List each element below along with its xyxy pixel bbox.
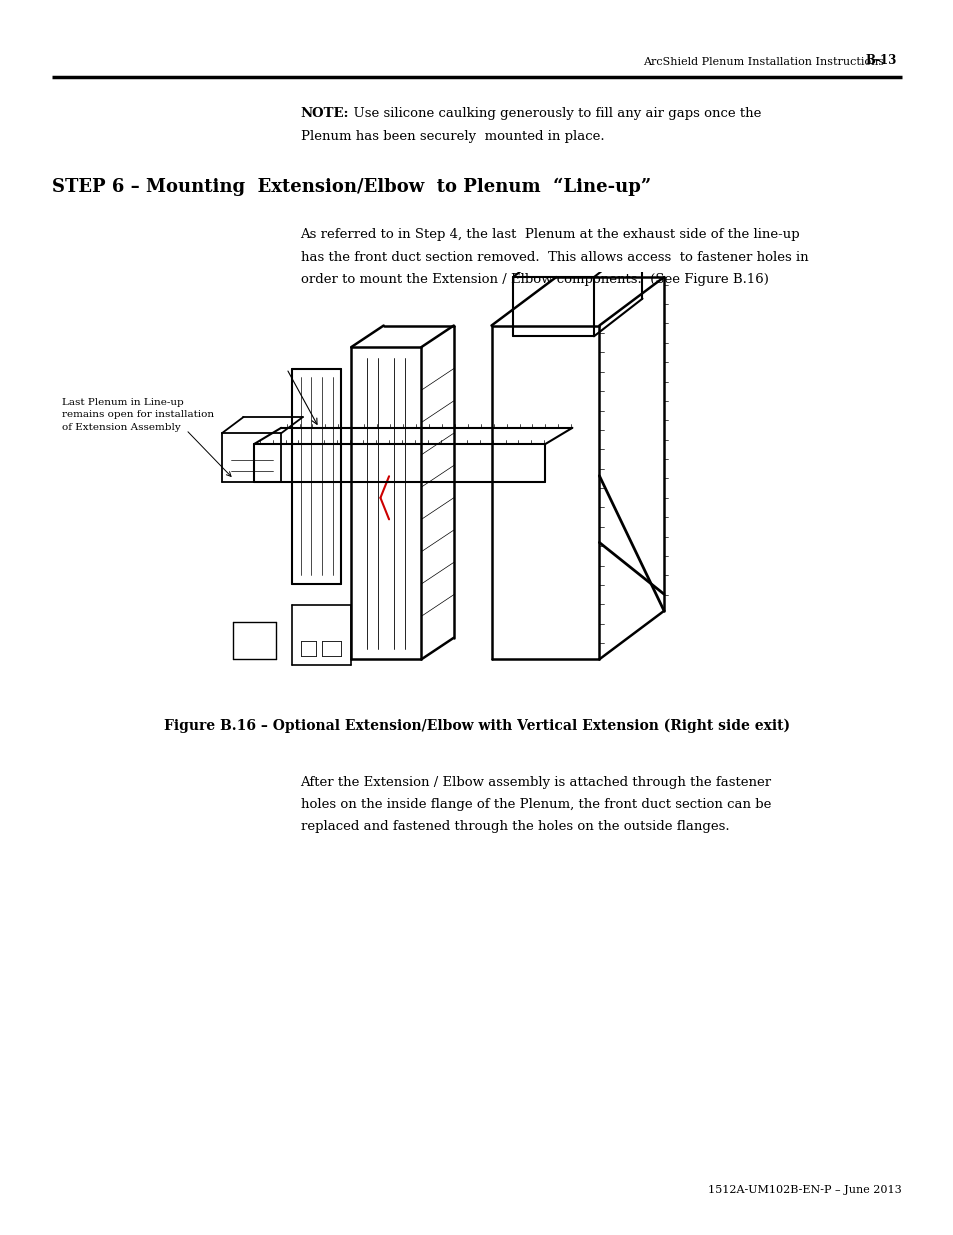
Text: 1512A-UM102B-EN-P – June 2013: 1512A-UM102B-EN-P – June 2013 xyxy=(707,1186,901,1195)
Text: Plenum has been securely  mounted in place.: Plenum has been securely mounted in plac… xyxy=(300,130,603,143)
Text: After the Extension / Elbow assembly is attached through the fastener: After the Extension / Elbow assembly is … xyxy=(300,776,771,789)
Text: has the front duct section removed.  This allows access  to fastener holes in: has the front duct section removed. This… xyxy=(300,251,807,264)
Text: As referred to in Step 4, the last  Plenum at the exhaust side of the line-up: As referred to in Step 4, the last Plenu… xyxy=(300,228,800,242)
Text: holes on the inside flange of the Plenum, the front duct section can be: holes on the inside flange of the Plenum… xyxy=(300,798,770,811)
Text: Figure B.16 – Optional Extension/Elbow with Vertical Extension (Right side exit): Figure B.16 – Optional Extension/Elbow w… xyxy=(164,719,789,734)
Text: ArcShield Plenum Installation Instructions: ArcShield Plenum Installation Instructio… xyxy=(642,57,883,67)
Text: Use silicone caulking generously to fill any air gaps once the: Use silicone caulking generously to fill… xyxy=(345,107,760,121)
Text: STEP 6 – Mounting  Extension/Elbow  to Plenum  “Line-up”: STEP 6 – Mounting Extension/Elbow to Ple… xyxy=(52,178,651,196)
Text: replaced and fastened through the holes on the outside flanges.: replaced and fastened through the holes … xyxy=(300,820,728,834)
Text: B-13: B-13 xyxy=(864,53,896,67)
Text: order to mount the Extension / Elbow components.  (See Figure B.16): order to mount the Extension / Elbow com… xyxy=(300,273,767,287)
Text: Last Plenum in Line-up
remains open for installation
of Extension Assembly: Last Plenum in Line-up remains open for … xyxy=(62,398,213,432)
Text: NOTE:: NOTE: xyxy=(300,107,349,121)
